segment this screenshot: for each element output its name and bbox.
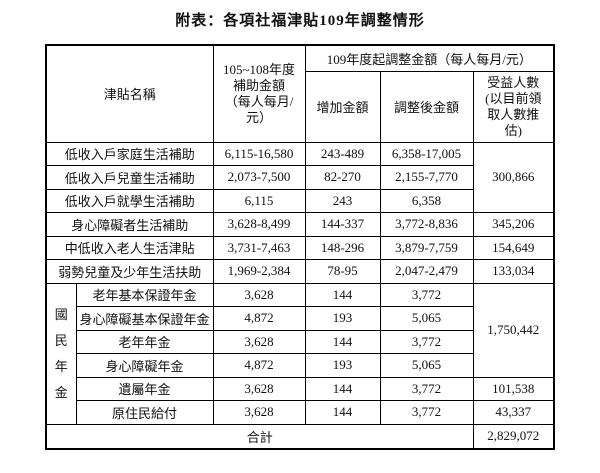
previous-amount: 4,872 xyxy=(212,306,306,331)
previous-amount: 4,872 xyxy=(212,353,306,378)
beneficiary-count: 154,649 xyxy=(472,235,555,260)
adjusted-amount: 5,065 xyxy=(379,306,474,331)
subsidy-name: 低收入戶家庭生活補助 xyxy=(45,141,214,166)
adjusted-amount: 2,155-7,770 xyxy=(379,165,474,190)
previous-amount: 2,073-7,500 xyxy=(212,165,306,190)
subsidy-name: 身心障礙基本保證年金 xyxy=(75,306,214,331)
previous-amount: 3,628 xyxy=(212,400,306,425)
adjusted-amount: 6,358 xyxy=(379,188,474,213)
adjusted-amount: 2,047-2,479 xyxy=(379,259,474,284)
subsidy-name: 低收入戶兒童生活補助 xyxy=(45,165,214,190)
beneficiary-count: 101,538 xyxy=(472,376,555,401)
beneficiary-count: 300,866 xyxy=(472,141,555,213)
col-header-subsidy-name: 津貼名稱 xyxy=(45,44,214,143)
subsidy-name: 身心障礙者生活補助 xyxy=(45,212,214,237)
table-row: 身心障礙基本保證年金 4,872 193 5,065 xyxy=(46,306,554,331)
total-beneficiary-count: 2,829,072 xyxy=(472,423,555,450)
increase-amount: 148-296 xyxy=(304,235,381,260)
header-row-columns: 增加金額 調整後金額 受益人數 (以目前領 取人數推 估) xyxy=(46,70,555,143)
subsidy-name: 原住民給付 xyxy=(75,400,214,425)
increase-amount: 144 xyxy=(304,282,381,307)
national-pension-vertical-text: 國民年金 xyxy=(54,306,68,400)
total-row: 合計 2,829,072 xyxy=(45,423,555,450)
table-row: 低收入戶就學生活補助 6,115 243 6,358 xyxy=(45,188,554,213)
page-title: 附表：各項社福津貼109年調整情形 xyxy=(175,13,425,29)
col-header-adjusted: 調整後金額 xyxy=(379,70,474,143)
previous-amount: 3,628 xyxy=(212,329,306,354)
subsidy-name: 低收入戶就學生活補助 xyxy=(45,188,214,213)
adjusted-amount: 3,772 xyxy=(379,400,474,425)
subsidy-name: 老年年金 xyxy=(75,329,214,354)
adjusted-amount: 3,879-7,759 xyxy=(379,235,474,260)
beneficiary-count: 1,750,442 xyxy=(472,282,555,378)
adjusted-amount: 5,065 xyxy=(379,353,474,378)
beneficiary-count: 133,034 xyxy=(472,259,555,284)
subsidy-name: 老年基本保證年金 xyxy=(75,282,214,307)
increase-amount: 243 xyxy=(304,188,381,213)
increase-amount: 144 xyxy=(304,329,381,354)
header-row-group: 津貼名稱 105~108年度 補助金額 （每人每月/ 元） 109年度起調整金額… xyxy=(45,44,555,143)
beneficiary-count: 43,337 xyxy=(472,400,555,425)
increase-amount: 193 xyxy=(304,353,381,378)
increase-amount: 243-489 xyxy=(304,141,381,166)
col-header-increase: 增加金額 xyxy=(304,70,381,143)
subsidy-name: 遺屬年金 xyxy=(75,376,214,401)
table-row: 低收入戶兒童生活補助 2,073-7,500 82-270 2,155-7,77… xyxy=(45,165,554,190)
increase-amount: 144-337 xyxy=(304,212,381,237)
adjusted-amount: 6,358-17,005 xyxy=(379,141,474,166)
increase-amount: 193 xyxy=(304,306,381,331)
previous-amount: 3,731-7,463 xyxy=(212,235,306,260)
adjusted-amount: 3,772 xyxy=(379,282,474,307)
subsidy-name: 弱勢兒童及少年生活扶助 xyxy=(45,259,214,284)
table-row: 身心障礙年金 4,872 193 5,065 xyxy=(46,353,554,378)
table-row: 中低收入老人生活津貼 3,731-7,463 148-296 3,879-7,7… xyxy=(45,235,555,260)
adjusted-amount: 3,772 xyxy=(379,329,474,354)
previous-amount: 6,115 xyxy=(212,188,306,213)
col-header-previous-amount: 105~108年度 補助金額 （每人每月/ 元） xyxy=(212,44,306,143)
table-row: 原住民給付 3,628 144 3,772 43,337 xyxy=(46,400,555,425)
adjusted-amount: 3,772-8,836 xyxy=(379,212,474,237)
previous-amount: 1,969-2,384 xyxy=(212,259,306,284)
total-label: 合計 xyxy=(45,423,474,450)
table-row: 弱勢兒童及少年生活扶助 1,969-2,384 78-95 2,047-2,47… xyxy=(45,259,555,284)
col-header-beneficiaries: 受益人數 (以目前領 取人數推 估) xyxy=(472,70,555,143)
table-row: 老年年金 3,628 144 3,772 xyxy=(46,329,554,354)
table-row: 國民年金 老年基本保證年金 3,628 144 3,772 1,750,442 xyxy=(45,282,555,425)
previous-amount: 3,628 xyxy=(212,376,306,401)
subsidy-name: 中低收入老人生活津貼 xyxy=(45,235,214,260)
previous-amount: 3,628-8,499 xyxy=(212,212,306,237)
increase-amount: 78-95 xyxy=(304,259,381,284)
table-row: 遺屬年金 3,628 144 3,772 101,538 xyxy=(46,376,555,401)
group-header-adjustment: 109年度起調整金額（每人每月/元） xyxy=(304,44,555,72)
table-row: 身心障礙者生活補助 3,628-8,499 144-337 3,772-8,83… xyxy=(45,212,555,237)
increase-amount: 82-270 xyxy=(304,165,381,190)
beneficiary-count: 345,206 xyxy=(472,212,555,237)
adjusted-amount: 3,772 xyxy=(379,376,474,401)
increase-amount: 144 xyxy=(304,376,381,401)
table-row: 低收入戶家庭生活補助 6,115-16,580 243-489 6,358-17… xyxy=(45,141,555,213)
national-pension-group-label: 國民年金 xyxy=(45,282,77,425)
subsidy-name: 身心障礙年金 xyxy=(75,353,214,378)
increase-amount: 144 xyxy=(304,400,381,425)
previous-amount: 3,628 xyxy=(212,282,306,307)
previous-amount: 6,115-16,580 xyxy=(212,141,306,166)
subsidy-adjustment-table: 津貼名稱 105~108年度 補助金額 （每人每月/ 元） 109年度起調整金額… xyxy=(45,44,556,450)
